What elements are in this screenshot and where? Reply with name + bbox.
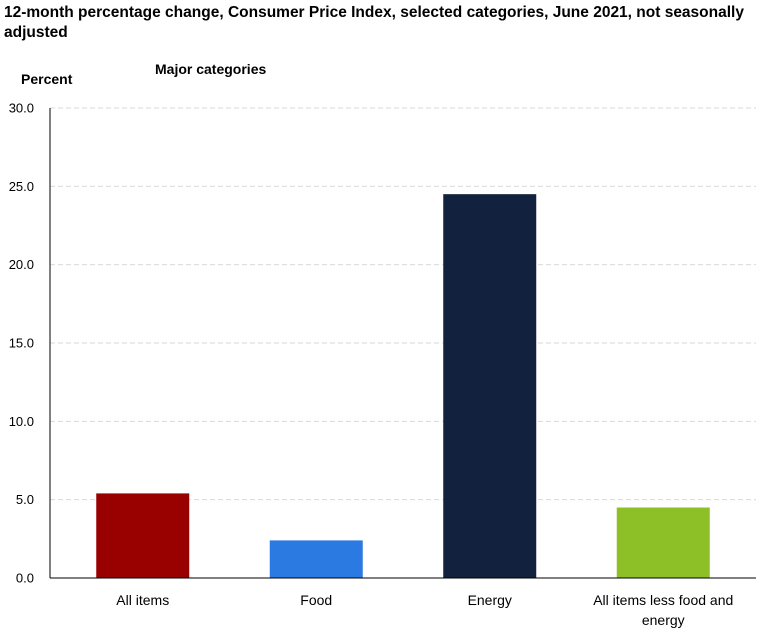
bar-food [269, 540, 363, 578]
bar-energy [443, 194, 537, 578]
x-tick-label: All items less food and energy [593, 592, 734, 628]
y-tick-label: 20.0 [9, 257, 34, 272]
bar-all-items [96, 493, 190, 578]
chart-title: 12-month percentage change, Consumer Pri… [4, 4, 744, 41]
x-tick-label: Food [300, 592, 333, 608]
y-axis-label: Percent [21, 71, 73, 87]
y-tick-label: 30.0 [9, 101, 34, 116]
chart-subtitle: Major categories [155, 61, 267, 77]
x-tick-label: Energy [467, 592, 512, 608]
y-tick-label: 10.0 [9, 414, 34, 429]
bar-all-items-less-food-and-energy [616, 507, 710, 578]
y-tick-label: 25.0 [9, 179, 34, 194]
x-tick-label: All items [116, 592, 170, 608]
y-tick-label: 0.0 [16, 571, 34, 586]
y-tick-label: 5.0 [16, 492, 34, 507]
y-tick-label: 15.0 [9, 336, 34, 351]
